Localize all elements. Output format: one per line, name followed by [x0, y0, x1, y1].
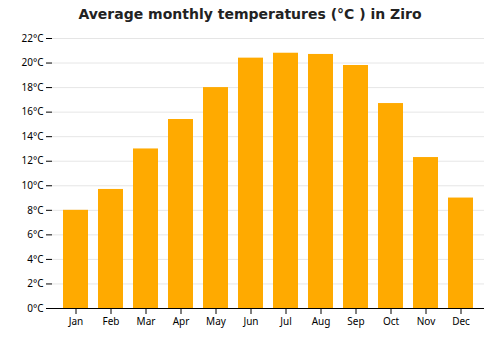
svg-text:Aug: Aug	[312, 314, 331, 328]
svg-text:16°C: 16°C	[21, 104, 44, 118]
svg-text:18°C: 18°C	[21, 80, 44, 94]
svg-text:10°C: 10°C	[21, 178, 44, 192]
svg-text:Dec: Dec	[452, 314, 470, 328]
svg-text:Apr: Apr	[173, 314, 190, 328]
svg-text:0°C: 0°C	[27, 301, 44, 315]
svg-text:Jan: Jan	[68, 314, 84, 328]
html-text:Average monthly temperatures (: Average monthly temperatures (°C ) in Zi…	[78, 6, 422, 22]
svg-text:Sep: Sep	[347, 314, 364, 328]
svg-text:4°C: 4°C	[27, 252, 44, 266]
svg-text:22°C: 22°C	[21, 31, 44, 45]
svg-text:20°C: 20°C	[21, 55, 44, 69]
svg-text:May: May	[206, 314, 227, 328]
svg-text:8°C: 8°C	[27, 203, 44, 217]
svg-text:14°C: 14°C	[21, 129, 44, 143]
svg-text:Oct: Oct	[383, 314, 400, 328]
svg-text:Nov: Nov	[417, 314, 436, 328]
svg-text:Jul: Jul	[279, 314, 292, 328]
svg-text:6°C: 6°C	[27, 227, 44, 241]
svg-text:Feb: Feb	[103, 314, 120, 328]
svg-text:Mar: Mar	[137, 314, 156, 328]
svg-text:12°C: 12°C	[21, 153, 44, 167]
svg-text:Jun: Jun	[242, 314, 258, 328]
svg-text:2°C: 2°C	[27, 276, 44, 290]
